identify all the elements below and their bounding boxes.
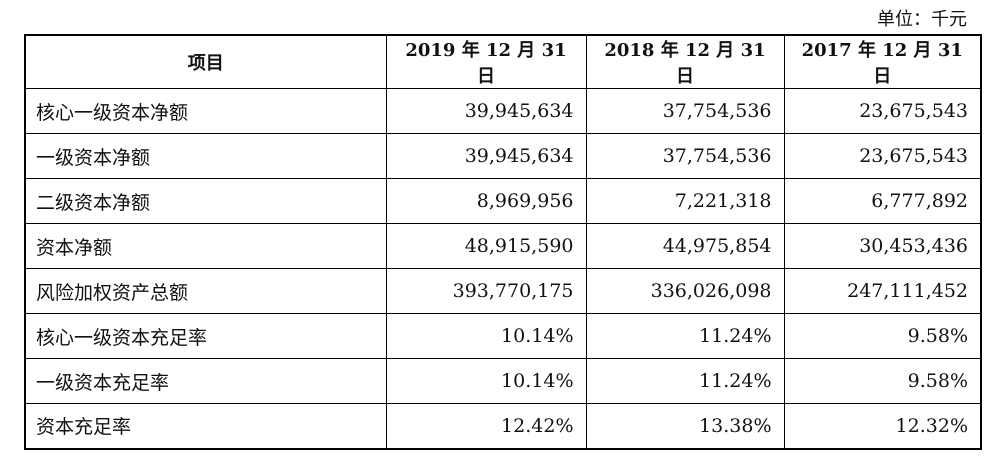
cell-2017: 12.32% xyxy=(783,403,982,449)
cell-2018: 11.24% xyxy=(585,313,785,359)
row-label: 资本净额 xyxy=(24,223,387,269)
table-row: 资本充足率 12.42% 13.38% 12.32% xyxy=(24,403,982,449)
row-label: 一级资本净额 xyxy=(24,133,387,179)
cell-2017: 9.58% xyxy=(783,313,982,359)
cell-2017: 6,777,892 xyxy=(783,178,982,224)
header-2018: 2018 年 12 月 31 日 xyxy=(585,34,785,89)
header-2017: 2017 年 12 月 31 日 xyxy=(783,34,982,89)
table-row: 二级资本净额 8,969,956 7,221,318 6,777,892 xyxy=(24,178,982,224)
row-label: 风险加权资产总额 xyxy=(24,268,387,314)
row-label: 资本充足率 xyxy=(24,403,387,449)
cell-2017: 23,675,543 xyxy=(783,133,982,179)
cell-2019: 8,969,956 xyxy=(385,178,587,224)
table-row: 一级资本净额 39,945,634 37,754,536 23,675,543 xyxy=(24,133,982,179)
header-2019: 2019 年 12 月 31 日 xyxy=(385,34,587,89)
cell-2017: 30,453,436 xyxy=(783,223,982,269)
table-row: 核心一级资本净额 39,945,634 37,754,536 23,675,54… xyxy=(24,88,982,134)
row-label: 二级资本净额 xyxy=(24,178,387,224)
cell-2017: 9.58% xyxy=(783,358,982,404)
capital-adequacy-table: 项目 2019 年 12 月 31 日 2018 年 12 月 31 日 201… xyxy=(24,34,982,450)
cell-2017: 23,675,543 xyxy=(783,88,982,134)
cell-2018: 44,975,854 xyxy=(585,223,785,269)
cell-2019: 39,945,634 xyxy=(385,88,587,134)
table-header-row: 项目 2019 年 12 月 31 日 2018 年 12 月 31 日 201… xyxy=(24,34,982,89)
cell-2019: 39,945,634 xyxy=(385,133,587,179)
cell-2017: 247,111,452 xyxy=(783,268,982,314)
table-row: 风险加权资产总额 393,770,175 336,026,098 247,111… xyxy=(24,268,982,314)
unit-label: 单位：千元 xyxy=(877,9,967,30)
cell-2018: 336,026,098 xyxy=(585,268,785,314)
cell-2019: 10.14% xyxy=(385,313,587,359)
cell-2018: 37,754,536 xyxy=(585,88,785,134)
cell-2019: 12.42% xyxy=(385,403,587,449)
cell-2018: 13.38% xyxy=(585,403,785,449)
table-row: 一级资本充足率 10.14% 11.24% 9.58% xyxy=(24,358,982,404)
table-row: 资本净额 48,915,590 44,975,854 30,453,436 xyxy=(24,223,982,269)
header-item: 项目 xyxy=(24,34,387,89)
cell-2018: 37,754,536 xyxy=(585,133,785,179)
cell-2019: 10.14% xyxy=(385,358,587,404)
row-label: 核心一级资本充足率 xyxy=(24,313,387,359)
row-label: 一级资本充足率 xyxy=(24,358,387,404)
table-row: 核心一级资本充足率 10.14% 11.24% 9.58% xyxy=(24,313,982,359)
cell-2018: 11.24% xyxy=(585,358,785,404)
cell-2019: 48,915,590 xyxy=(385,223,587,269)
cell-2018: 7,221,318 xyxy=(585,178,785,224)
cell-2019: 393,770,175 xyxy=(385,268,587,314)
row-label: 核心一级资本净额 xyxy=(24,88,387,134)
